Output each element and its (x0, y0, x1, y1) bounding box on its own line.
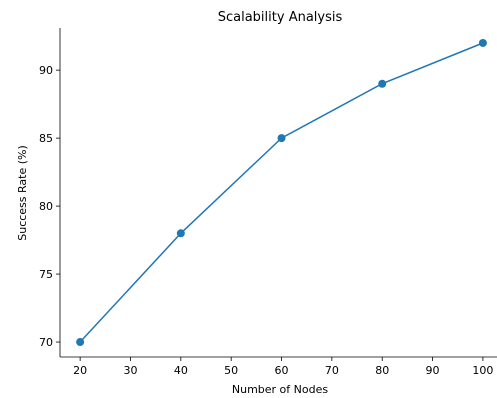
y-tick-label: 90 (39, 64, 53, 77)
data-series (76, 38, 487, 347)
series-line (79, 42, 484, 343)
x-axis: 20 30 40 50 60 70 80 90 100 (73, 357, 493, 377)
y-tick-label: 70 (39, 336, 53, 349)
x-tick-label: 70 (325, 364, 339, 377)
data-point (176, 229, 185, 238)
x-tick-label: 90 (426, 364, 440, 377)
data-point (478, 38, 487, 47)
x-tick-label: 40 (174, 364, 188, 377)
x-tick-label: 20 (73, 364, 87, 377)
data-point (378, 79, 387, 88)
x-tick-label: 50 (224, 364, 238, 377)
y-axis: 70 75 80 85 90 (39, 64, 60, 349)
data-point (76, 338, 85, 347)
y-tick-label: 80 (39, 200, 53, 213)
y-tick-label: 85 (39, 132, 53, 145)
x-tick-label: 30 (123, 364, 137, 377)
x-tick-label: 100 (472, 364, 493, 377)
x-axis-label: Number of Nodes (232, 383, 328, 396)
x-tick-label: 60 (275, 364, 289, 377)
x-tick-label: 80 (375, 364, 389, 377)
y-tick-label: 75 (39, 268, 53, 281)
data-point (277, 134, 286, 143)
chart-title: Scalability Analysis (218, 10, 343, 25)
plot-area (59, 28, 497, 358)
y-axis-label: Success Rate (%) (16, 145, 29, 241)
